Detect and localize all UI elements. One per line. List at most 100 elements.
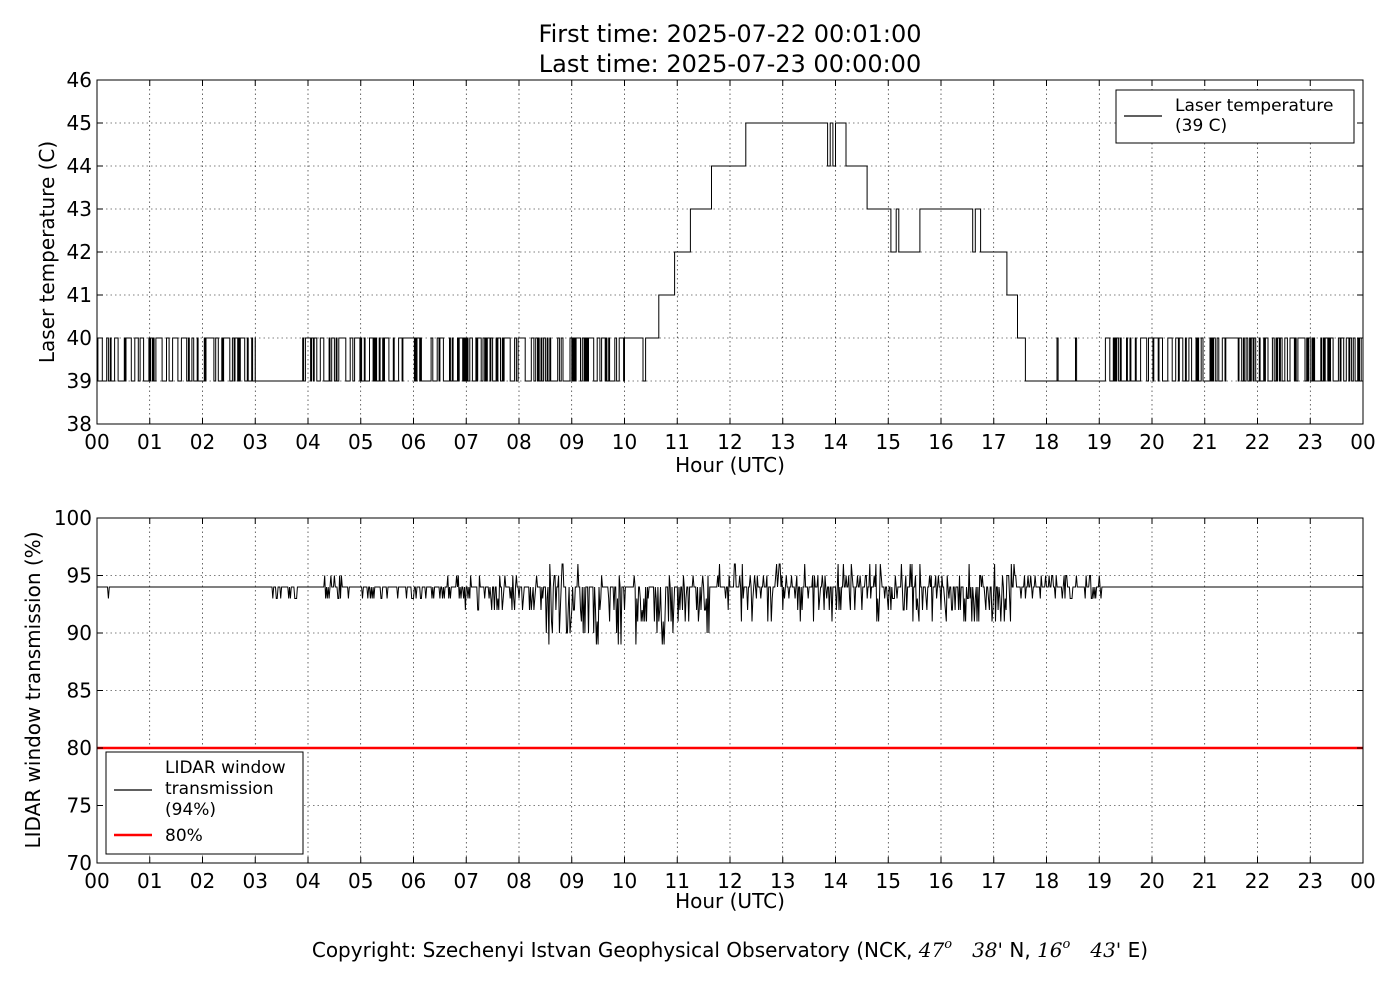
top-x-tick-label: 23: [1298, 430, 1323, 454]
bottom-x-tick-label: 02: [190, 869, 215, 893]
chart-title-line1: First time: 2025-07-22 00:01:00: [539, 20, 922, 48]
footer-lon-gap: [1070, 938, 1090, 962]
footer-lat-sup: o: [944, 937, 952, 952]
bottom-x-tick-label: 07: [454, 869, 479, 893]
bottom-x-tick-label: 15: [876, 869, 901, 893]
bottom-y-tick-label: 100: [54, 506, 92, 530]
bottom-y-tick-label: 70: [67, 851, 92, 875]
footer-lat-deg: 47: [918, 938, 945, 962]
footer-lon-deg: 16: [1037, 938, 1063, 962]
top-x-tick-label: 06: [401, 430, 426, 454]
top-legend-label-line: (39 C): [1175, 116, 1227, 136]
bottom-y-tick-label: 85: [67, 679, 92, 703]
bottom-legend-label-threshold: 80%: [165, 826, 203, 846]
bottom-plot-series: [97, 563, 1363, 750]
footer-lon-dir-value: E): [1128, 938, 1148, 962]
bottom-legend-label-line: (94%): [165, 800, 216, 820]
bottom-x-tick-label: 21: [1192, 869, 1217, 893]
bottom-x-tick-label: 11: [665, 869, 690, 893]
bottom-x-tick-label: 03: [243, 869, 268, 893]
footer-prefix: Copyright: Szechenyi Istvan Geophysical …: [312, 938, 919, 962]
bottom-x-tick-label: 13: [770, 869, 795, 893]
bottom-legend-box: [105, 751, 304, 855]
top-y-tick-label: 39: [67, 369, 92, 393]
bottom-x-tick-label: 17: [981, 869, 1006, 893]
bottom-x-axis-label: Hour (UTC): [675, 889, 785, 913]
copyright-footer: Copyright: Szechenyi Istvan Geophysical …: [312, 937, 1148, 962]
bottom-x-tick-label: 08: [506, 869, 531, 893]
top-x-tick-label: 05: [348, 430, 373, 454]
bottom-legend: LIDAR window transmission (94%) 80%: [105, 751, 304, 855]
bottom-y-tick-label: 90: [67, 621, 92, 645]
laser-temperature-line: [97, 122, 1363, 382]
top-x-tick-label: 21: [1192, 430, 1217, 454]
bottom-x-tick-label: 22: [1245, 869, 1270, 893]
footer-lat-dir-value: N,: [1009, 938, 1037, 962]
bottom-y-tick-label: 75: [67, 794, 92, 818]
bottom-x-tick-label: 04: [295, 869, 320, 893]
top-y-tick-label: 46: [67, 68, 92, 92]
bottom-legend-label-line: transmission: [165, 779, 274, 799]
top-y-tick-label: 42: [67, 240, 92, 264]
top-x-tick-label: 13: [770, 430, 795, 454]
bottom-x-tick-label: 05: [348, 869, 373, 893]
top-legend-label-line: Laser temperature: [1175, 96, 1333, 116]
top-y-tick-label: 41: [67, 283, 92, 307]
top-x-tick-label: 03: [243, 430, 268, 454]
bottom-y-tick-label: 80: [67, 736, 92, 760]
top-y-tick-label: 43: [67, 197, 92, 221]
top-y-tick-label: 40: [67, 326, 92, 350]
top-x-tick-label: 12: [717, 430, 742, 454]
top-x-tick-label: 10: [612, 430, 637, 454]
top-x-tick-label: 01: [137, 430, 162, 454]
top-x-axis-label: Hour (UTC): [675, 453, 785, 477]
top-x-tick-label: 20: [1139, 430, 1164, 454]
top-x-tick-label: 19: [1087, 430, 1112, 454]
top-plot-ticks: 00 01 02 03 04 05 06 07 08 09 10 11 12 13 14 15 16 17 18 19…: [67, 68, 1376, 454]
bottom-plot-grid: [97, 518, 1363, 863]
bottom-x-tick-label: 16: [928, 869, 953, 893]
lidar-transmission-line: [97, 563, 1363, 645]
bottom-x-tick-label: 18: [1034, 869, 1059, 893]
top-legend: Laser temperature (39 C): [1115, 89, 1355, 144]
top-x-tick-label: 18: [1034, 430, 1059, 454]
bottom-legend-label-transmission: LIDAR window transmission (94%): [165, 758, 286, 820]
bottom-x-tick-label: 09: [559, 869, 584, 893]
top-x-tick-label: 11: [665, 430, 690, 454]
bottom-y-axis-label: LIDAR window transmission (%): [21, 532, 45, 849]
top-y-tick-label: 44: [67, 154, 92, 178]
bottom-x-tick-label: 00: [84, 869, 109, 893]
bottom-x-tick-label: 01: [137, 869, 162, 893]
top-x-tick-label: 07: [454, 430, 479, 454]
top-y-tick-label: 38: [67, 412, 92, 436]
top-y-axis-label: Laser temperature (C): [35, 141, 59, 363]
bottom-x-tick-label: 12: [717, 869, 742, 893]
bottom-x-tick-label: 10: [612, 869, 637, 893]
bottom-y-tick-label: 95: [67, 564, 92, 588]
bottom-x-tick-label: 06: [401, 869, 426, 893]
top-plot-series: [97, 122, 1363, 382]
top-x-tick-label: 00: [84, 430, 109, 454]
top-x-tick-label: 08: [506, 430, 531, 454]
top-legend-label: Laser temperature (39 C): [1175, 96, 1333, 136]
top-x-tick-label: 00: [1350, 430, 1375, 454]
top-x-tick-label: 15: [876, 430, 901, 454]
bottom-x-tick-label: 20: [1139, 869, 1164, 893]
bottom-x-tick-label: 23: [1298, 869, 1323, 893]
footer-lat-min: [952, 938, 972, 962]
top-x-tick-label: 22: [1245, 430, 1270, 454]
top-x-tick-label: 16: [928, 430, 953, 454]
footer-lon-min-value: 43': [1089, 938, 1121, 962]
bottom-x-tick-label: 14: [823, 869, 848, 893]
bottom-x-tick-label: 00: [1350, 869, 1375, 893]
top-x-tick-label: 02: [190, 430, 215, 454]
top-x-tick-label: 04: [295, 430, 320, 454]
bottom-legend-label-line: LIDAR window: [165, 758, 286, 778]
bottom-x-tick-label: 19: [1087, 869, 1112, 893]
top-x-tick-label: 09: [559, 430, 584, 454]
top-x-tick-label: 14: [823, 430, 848, 454]
top-y-tick-label: 45: [67, 111, 92, 135]
footer-lon-sup: o: [1063, 937, 1071, 952]
footer-lat-min-value: 38': [972, 938, 1003, 962]
